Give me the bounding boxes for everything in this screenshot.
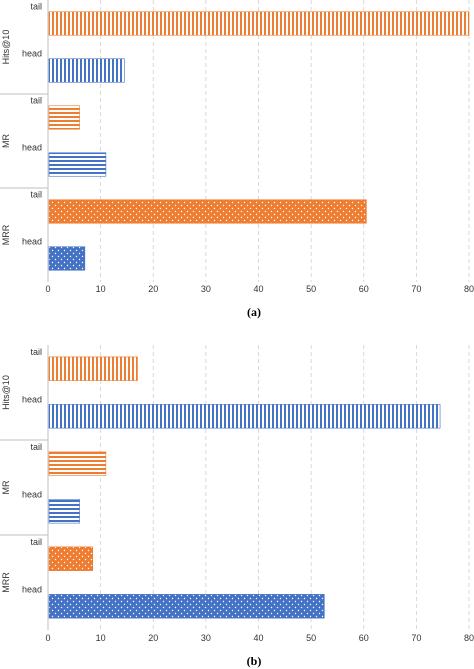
bar-category-label: head (22, 49, 42, 59)
bar-hits-10-head (48, 58, 125, 83)
bar-mr-head (48, 499, 80, 524)
bar-category-label: head (22, 394, 42, 404)
x-tick-label: 20 (148, 284, 158, 294)
bar-category-label: tail (30, 2, 42, 12)
bar-hits-10-tail (48, 356, 138, 381)
bar-mrr-tail (48, 199, 367, 224)
group-label: Hits@10 (1, 30, 11, 65)
bar-category-label: tail (30, 347, 42, 357)
x-tick-label: 60 (359, 284, 369, 294)
x-tick-label: 0 (45, 284, 50, 294)
x-tick-label: 50 (306, 633, 316, 643)
bar-category-label: head (22, 584, 42, 594)
caption-a: (a) (247, 305, 261, 319)
bar-mrr-head (48, 246, 86, 271)
x-tick-label: 70 (411, 284, 421, 294)
group-label: MR (1, 134, 11, 148)
x-tick-label: 10 (96, 284, 106, 294)
bar-mr-head (48, 152, 107, 177)
bar-mr-tail (48, 105, 80, 130)
bar-category-label: head (22, 237, 42, 247)
x-tick-label: 0 (45, 633, 50, 643)
x-tick-label: 70 (411, 633, 421, 643)
bar-category-label: head (22, 489, 42, 499)
bar-mrr-tail (48, 546, 94, 571)
bar-mrr-head (48, 594, 325, 619)
chart-b: 0 10 20 30 40 50 60 70 80 Hits@10 tail head MR tail he… (0, 345, 474, 643)
bar-category-label: head (22, 143, 42, 153)
x-tick-label: 10 (96, 633, 106, 643)
bar-category-label: tail (30, 537, 42, 547)
x-tick-label: 60 (359, 633, 369, 643)
bar-category-label: tail (30, 442, 42, 452)
group-label: MRR (1, 224, 11, 245)
bar-hits-10-head (48, 404, 441, 429)
caption-b: (b) (247, 654, 262, 668)
bar-hits-10-tail (48, 11, 470, 36)
x-tick-label: 20 (148, 633, 158, 643)
group-label: Hits@10 (1, 375, 11, 410)
bar-mr-tail (48, 451, 107, 476)
chart-a: 0 10 20 30 40 50 60 70 80 Hits@10 tail head MR tail he… (0, 0, 474, 294)
group-label: MR (1, 480, 11, 494)
x-tick-label: 40 (253, 284, 263, 294)
x-tick-label: 40 (253, 633, 263, 643)
x-tick-label: 30 (201, 284, 211, 294)
x-tick-label: 50 (306, 284, 316, 294)
x-tick-label: 80 (464, 284, 474, 294)
bar-category-label: tail (30, 96, 42, 106)
x-tick-label: 30 (201, 633, 211, 643)
x-tick-label: 80 (464, 633, 474, 643)
group-label: MRR (1, 572, 11, 593)
bar-category-label: tail (30, 190, 42, 200)
